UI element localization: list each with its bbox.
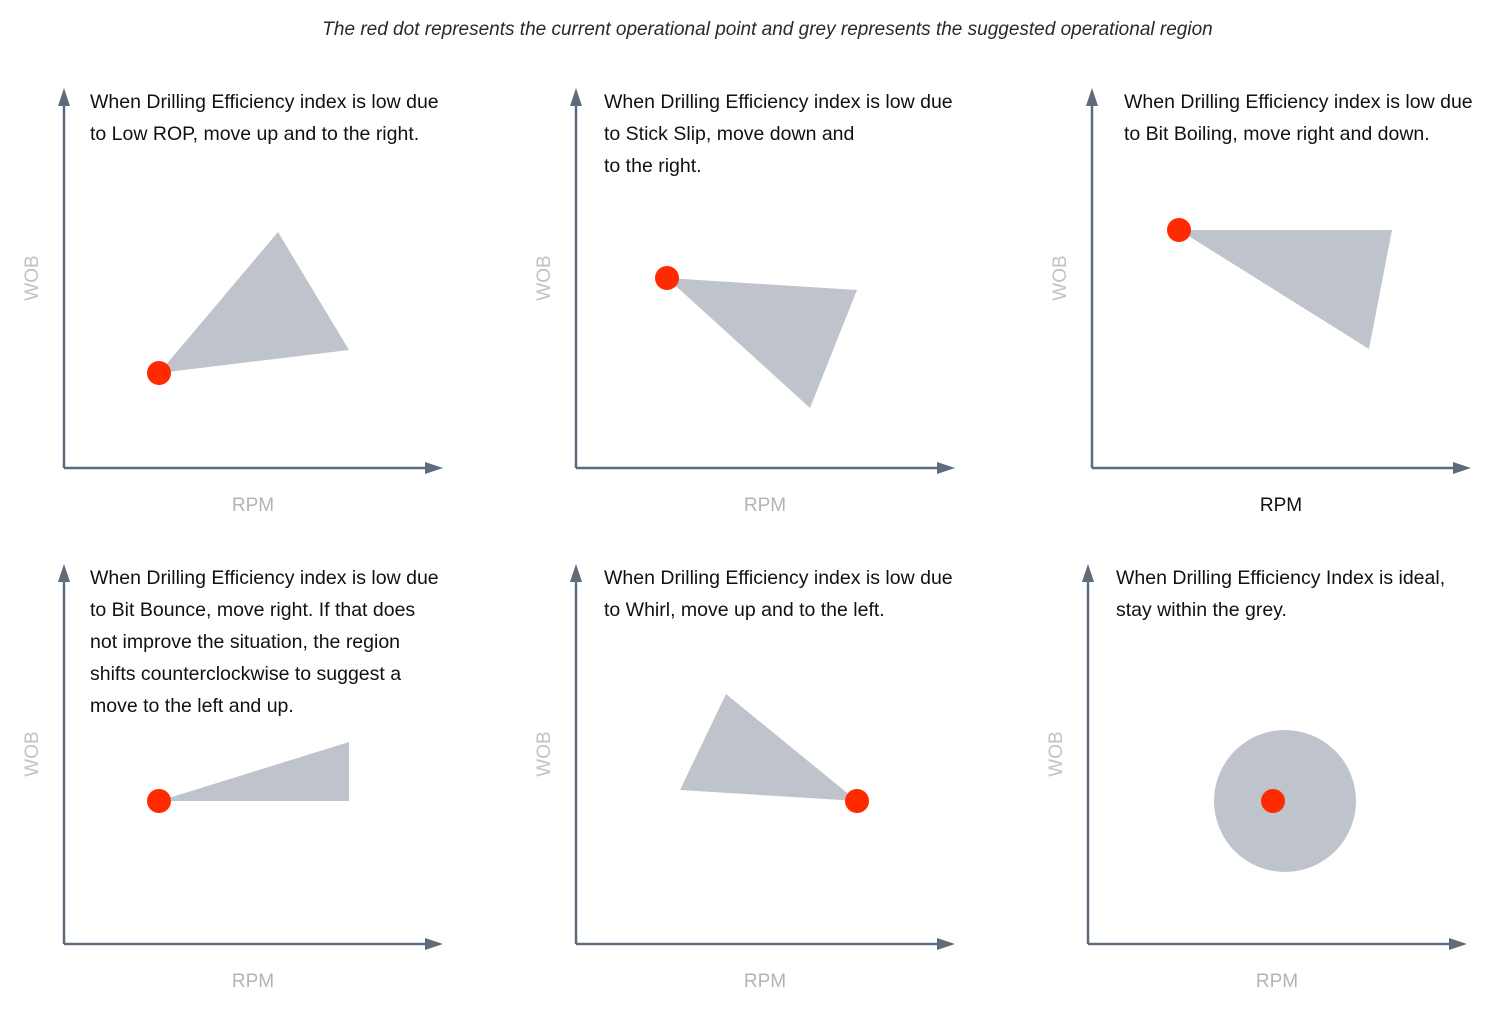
panel-stick-slip: WOB RPM When Drilling Efficiency index is … (534, 88, 955, 516)
panel-description-line: to the right. (604, 155, 702, 177)
current-operating-point (845, 789, 869, 813)
x-axis-label: RPM (744, 971, 786, 992)
panel-whirl: WOB RPM When Drilling Efficiency index is … (534, 564, 955, 992)
suggested-region (159, 232, 349, 373)
panel-ideal: WOB RPM When Drilling Efficiency Index is … (1046, 564, 1467, 992)
y-axis-label: WOB (534, 255, 555, 300)
current-operating-point (147, 789, 171, 813)
panel-description-line: When Drilling Efficiency index is low du… (604, 91, 953, 113)
x-axis-label: RPM (1260, 495, 1302, 516)
suggested-region (159, 742, 349, 801)
panel-description-line: When Drilling Efficiency index is low du… (604, 567, 953, 589)
y-axis-label: WOB (22, 255, 43, 300)
panel-description-line: When Drilling Efficiency index is low du… (90, 91, 439, 113)
y-axis-arrowhead (570, 88, 582, 106)
y-axis-label: WOB (1046, 731, 1067, 776)
x-axis-arrowhead (425, 938, 443, 950)
panel-description-line: stay within the grey. (1116, 599, 1287, 621)
y-axis-arrowhead (1082, 564, 1094, 582)
panel-description-line: to Bit Bounce, move right. If that does (90, 599, 415, 621)
panel-description-line: to Low ROP, move up and to the right. (90, 123, 419, 145)
panel-description-line: move to the left and up. (90, 695, 294, 717)
panel-description-line: shifts counterclockwise to suggest a (90, 663, 401, 685)
panel-description-line: When Drilling Efficiency Index is ideal, (1116, 567, 1445, 589)
current-operating-point (1261, 789, 1285, 813)
x-axis-label: RPM (1256, 971, 1298, 992)
x-axis-arrowhead (1449, 938, 1467, 950)
y-axis-label: WOB (22, 731, 43, 776)
panel-description-line: When Drilling Efficiency index is low du… (90, 567, 439, 589)
current-operating-point (147, 361, 171, 385)
y-axis-arrowhead (1086, 88, 1098, 106)
panel-description-line: not improve the situation, the region (90, 631, 400, 653)
panel-description-line: to Bit Boiling, move right and down. (1124, 123, 1430, 145)
x-axis-arrowhead (1453, 462, 1471, 474)
suggested-region (667, 278, 857, 408)
panel-description-line: to Stick Slip, move down and (604, 123, 854, 145)
x-axis-arrowhead (425, 462, 443, 474)
x-axis-label: RPM (744, 495, 786, 516)
x-axis-arrowhead (937, 462, 955, 474)
current-operating-point (655, 266, 679, 290)
suggested-region (680, 694, 857, 801)
panel-bit-boiling: WOB RPM When Drilling Efficiency index is … (1050, 88, 1473, 516)
current-operating-point (1167, 218, 1191, 242)
panel-description-line: When Drilling Efficiency index is low du… (1124, 91, 1473, 113)
y-axis-label: WOB (1050, 255, 1071, 300)
x-axis-label: RPM (232, 971, 274, 992)
y-axis-arrowhead (570, 564, 582, 582)
panel-low-rop: WOB RPM When Drilling Efficiency index is … (22, 88, 443, 516)
y-axis-arrowhead (58, 88, 70, 106)
figure-caption: The red dot represents the current opera… (322, 19, 1213, 40)
x-axis-label: RPM (232, 495, 274, 516)
y-axis-arrowhead (58, 564, 70, 582)
x-axis-arrowhead (937, 938, 955, 950)
suggested-region (1179, 230, 1392, 349)
panel-description-line: to Whirl, move up and to the left. (604, 599, 885, 621)
panel-bit-bounce: WOB RPM When Drilling Efficiency index is … (22, 564, 443, 992)
y-axis-label: WOB (534, 731, 555, 776)
